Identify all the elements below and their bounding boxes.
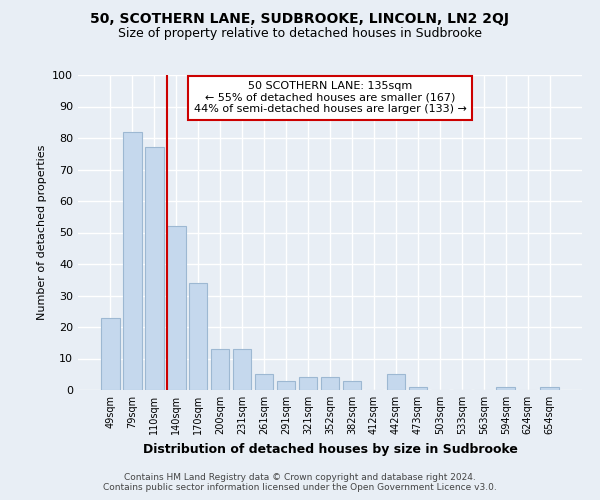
Y-axis label: Number of detached properties: Number of detached properties [37, 145, 47, 320]
Bar [299, 378, 317, 390]
Bar [409, 387, 427, 390]
Bar [255, 374, 274, 390]
Text: 50 SCOTHERN LANE: 135sqm
← 55% of detached houses are smaller (167)
44% of semi-: 50 SCOTHERN LANE: 135sqm ← 55% of detach… [194, 82, 466, 114]
Text: Size of property relative to detached houses in Sudbrooke: Size of property relative to detached ho… [118, 28, 482, 40]
Bar [277, 380, 295, 390]
Text: 50, SCOTHERN LANE, SUDBROOKE, LINCOLN, LN2 2QJ: 50, SCOTHERN LANE, SUDBROOKE, LINCOLN, L… [91, 12, 509, 26]
Bar [101, 318, 119, 390]
Bar [496, 387, 515, 390]
Bar [386, 374, 405, 390]
X-axis label: Distribution of detached houses by size in Sudbrooke: Distribution of detached houses by size … [143, 442, 517, 456]
Bar [541, 387, 559, 390]
Bar [145, 148, 164, 390]
Bar [189, 283, 208, 390]
Bar [320, 378, 340, 390]
Bar [233, 349, 251, 390]
Text: Contains HM Land Registry data © Crown copyright and database right 2024.
Contai: Contains HM Land Registry data © Crown c… [103, 473, 497, 492]
Bar [167, 226, 185, 390]
Bar [123, 132, 142, 390]
Bar [211, 349, 229, 390]
Bar [343, 380, 361, 390]
